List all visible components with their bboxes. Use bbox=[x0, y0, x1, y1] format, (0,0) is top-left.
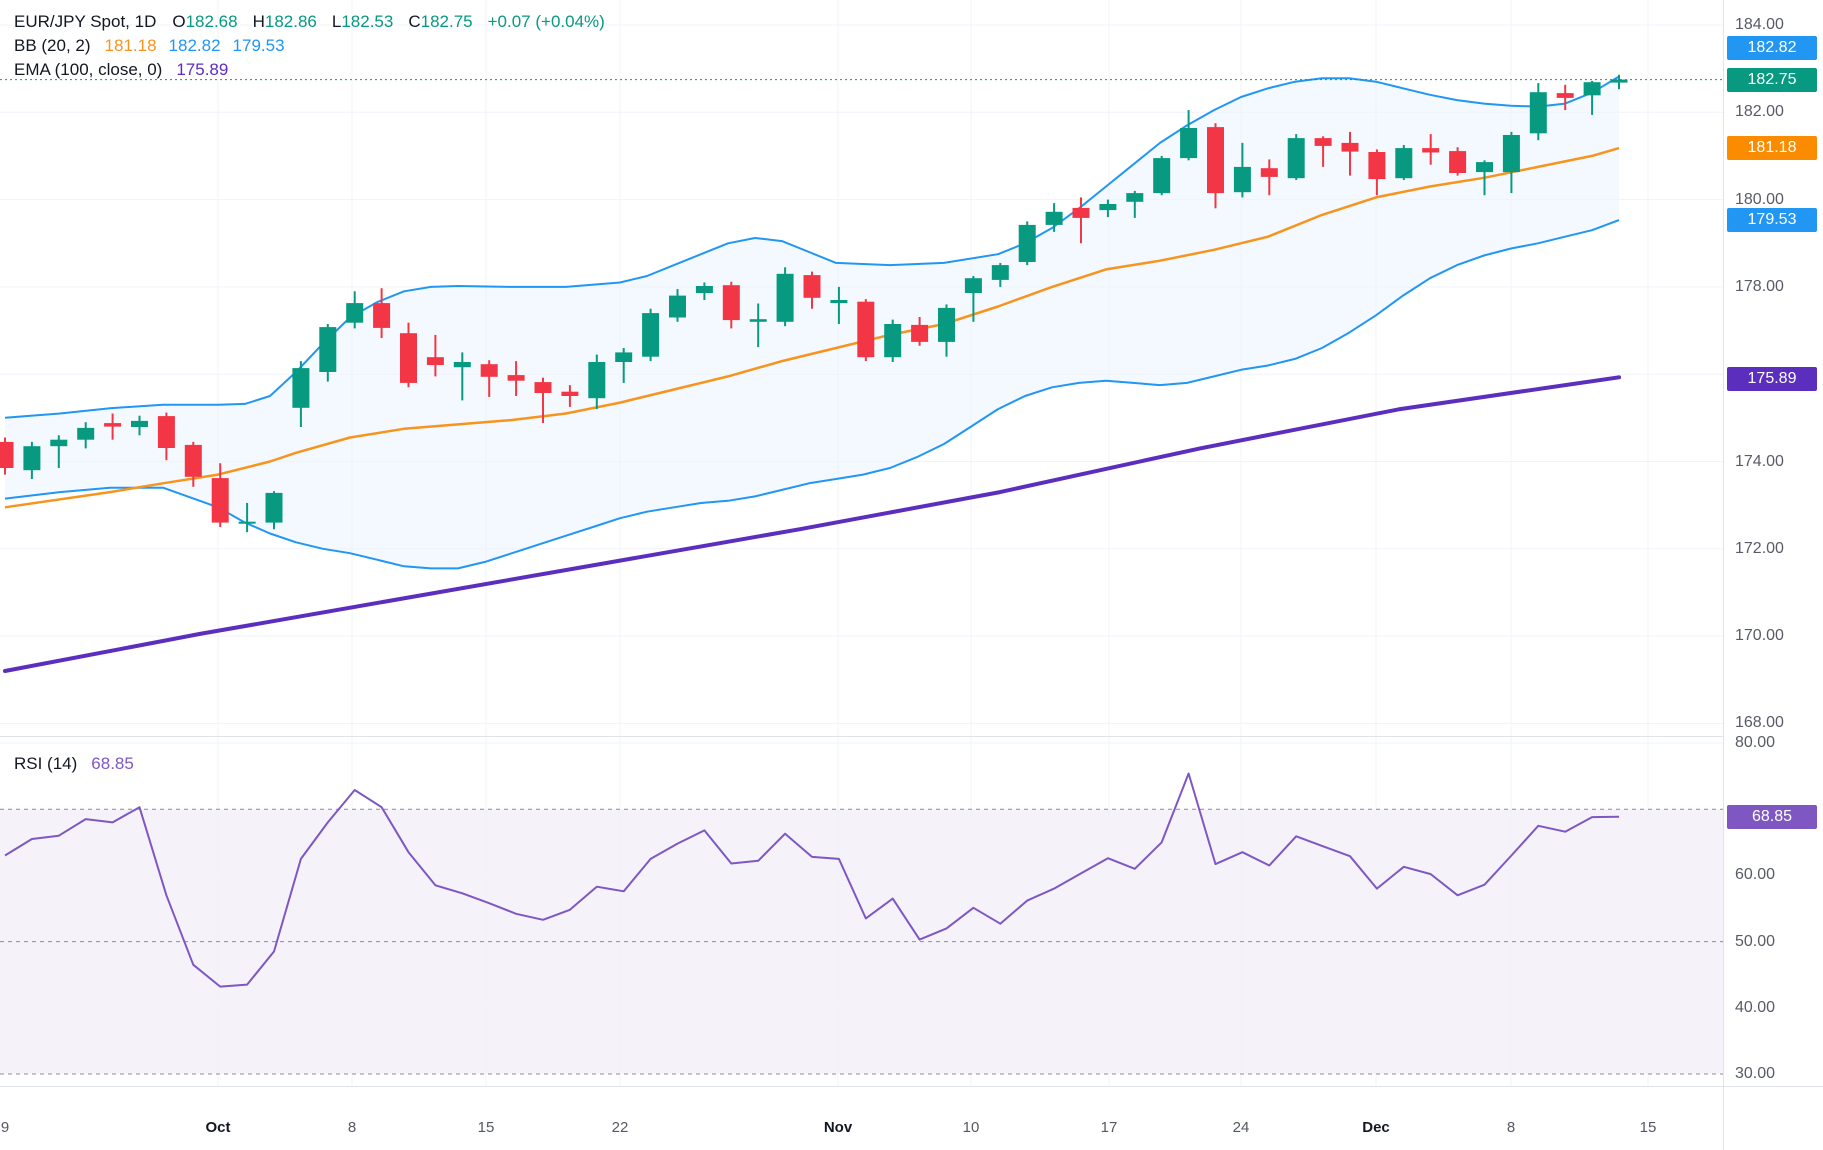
price-axis-label: 174.00 bbox=[1735, 453, 1784, 470]
time-axis-label: 8 bbox=[1506, 1119, 1516, 1136]
close-value: 182.75 bbox=[420, 12, 473, 31]
close-group: C182.75 bbox=[408, 12, 472, 32]
time-axis-label: 22 bbox=[611, 1119, 629, 1136]
ema-label: EMA (100, close, 0) bbox=[14, 60, 163, 79]
bb-upper-badge: 182.82 bbox=[1727, 36, 1817, 60]
time-axis-label: 15 bbox=[1639, 1119, 1657, 1136]
low-value: 182.53 bbox=[341, 12, 394, 31]
rsi-legend[interactable]: RSI (14) 68.85 bbox=[14, 752, 134, 776]
bb-basis-value: 181.18 bbox=[104, 36, 157, 55]
price-axis-separator bbox=[1723, 0, 1724, 1150]
time-axis-label: Nov bbox=[823, 1119, 853, 1136]
low-label: L bbox=[331, 12, 342, 31]
price-axis-background bbox=[1724, 0, 1823, 1150]
high-value: 182.86 bbox=[264, 12, 317, 31]
time-axis-label: 15 bbox=[477, 1119, 495, 1136]
price-axis-label: 168.00 bbox=[1735, 714, 1784, 731]
price-axis-label: 30.00 bbox=[1735, 1065, 1776, 1082]
time-axis-label: 17 bbox=[1100, 1119, 1118, 1136]
time-axis-separator bbox=[0, 1086, 1823, 1087]
bb-lower-badge: 179.53 bbox=[1727, 208, 1817, 232]
price-axis-label: 80.00 bbox=[1735, 734, 1776, 751]
last-price-badge: 182.75 bbox=[1727, 68, 1817, 92]
high-label: H bbox=[252, 12, 265, 31]
high-group: H182.86 bbox=[253, 12, 317, 32]
bb-lower-value: 179.53 bbox=[232, 36, 285, 55]
time-axis-label: 8 bbox=[347, 1119, 357, 1136]
legend-bb-row[interactable]: BB (20, 2) 181.18 182.82 179.53 bbox=[14, 34, 605, 58]
rsi-value: 68.85 bbox=[91, 754, 134, 773]
price-axis-label: 180.00 bbox=[1735, 191, 1784, 208]
bb-basis-badge: 181.18 bbox=[1727, 136, 1817, 160]
low-group: L182.53 bbox=[332, 12, 393, 32]
bb-upper-value: 182.82 bbox=[168, 36, 221, 55]
price-axis-label: 178.00 bbox=[1735, 278, 1784, 295]
bb-label: BB (20, 2) bbox=[14, 36, 91, 55]
open-value: 182.68 bbox=[185, 12, 238, 31]
ema-value: 175.89 bbox=[176, 60, 229, 79]
open-group: O182.68 bbox=[172, 12, 237, 32]
open-label: O bbox=[172, 12, 186, 31]
pane-separator[interactable] bbox=[0, 736, 1723, 737]
time-axis-label: Oct bbox=[205, 1119, 231, 1136]
rsi-badge: 68.85 bbox=[1727, 805, 1817, 829]
legend-ema-row[interactable]: EMA (100, close, 0) 175.89 bbox=[14, 58, 605, 82]
price-axis-label: 60.00 bbox=[1735, 866, 1776, 883]
price-axis-label: 50.00 bbox=[1735, 933, 1776, 950]
indicator-legend: EUR/JPY Spot, 1D O182.68 H182.86 L182.53… bbox=[14, 10, 605, 82]
symbol-title: EUR/JPY Spot, 1D bbox=[14, 12, 157, 31]
price-axis-label: 182.00 bbox=[1735, 103, 1784, 120]
ema-badge: 175.89 bbox=[1727, 367, 1817, 391]
price-axis-label: 40.00 bbox=[1735, 999, 1776, 1016]
price-axis-label: 170.00 bbox=[1735, 627, 1784, 644]
price-axis-label: 184.00 bbox=[1735, 16, 1784, 33]
time-axis-label: 24 bbox=[1232, 1119, 1250, 1136]
time-axis-label: Dec bbox=[1362, 1119, 1390, 1136]
time-axis-label: 9 bbox=[0, 1119, 10, 1136]
time-axis-background bbox=[0, 1087, 1823, 1150]
price-axis-label: 172.00 bbox=[1735, 540, 1784, 557]
change-value: +0.07 (+0.04%) bbox=[487, 12, 605, 31]
legend-symbol-row[interactable]: EUR/JPY Spot, 1D O182.68 H182.86 L182.53… bbox=[14, 10, 605, 34]
time-axis-label: 10 bbox=[962, 1119, 980, 1136]
close-label: C bbox=[408, 12, 421, 31]
rsi-label: RSI (14) bbox=[14, 754, 78, 773]
